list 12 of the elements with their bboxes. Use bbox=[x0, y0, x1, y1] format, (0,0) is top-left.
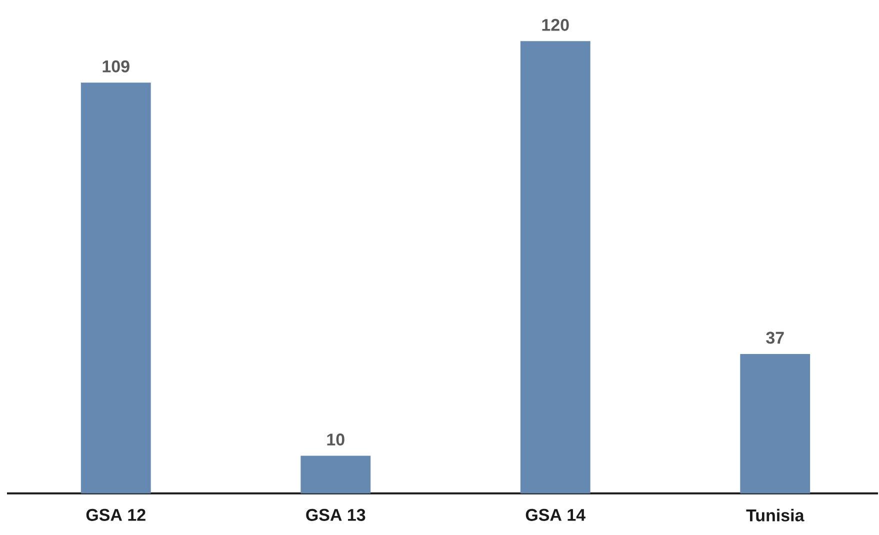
data-label: 37 bbox=[766, 332, 784, 344]
bar bbox=[520, 40, 590, 494]
bar bbox=[740, 354, 810, 494]
x-tick-label: Tunisia bbox=[746, 508, 804, 522]
bar bbox=[80, 82, 151, 494]
x-tick-label: GSA 13 bbox=[306, 508, 366, 521]
data-label: 109 bbox=[102, 60, 130, 72]
x-tick-label: GSA 14 bbox=[526, 508, 586, 521]
x-tick-label: GSA 12 bbox=[86, 508, 146, 521]
data-label: 120 bbox=[542, 18, 569, 31]
bar bbox=[300, 456, 371, 494]
data-label: 10 bbox=[327, 433, 344, 446]
